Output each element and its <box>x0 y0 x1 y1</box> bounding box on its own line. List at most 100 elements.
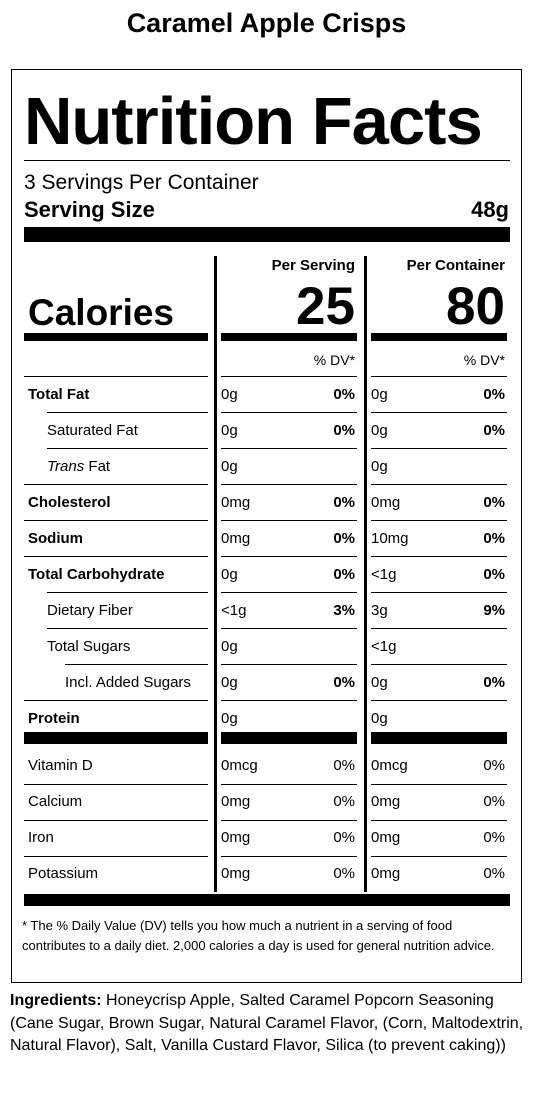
calories-rule-name <box>24 333 208 341</box>
row-divider <box>221 700 357 701</box>
row-divider <box>221 484 357 485</box>
row-divider <box>371 592 507 593</box>
container-amount: <1g <box>371 566 397 583</box>
container-amount: 0g <box>371 710 388 727</box>
row-divider <box>221 592 357 593</box>
container-amount: 0g <box>371 458 388 475</box>
vitamin-serving-dv: 0% <box>333 757 355 774</box>
row-divider <box>24 820 208 821</box>
container-amount: 0mg <box>371 494 401 511</box>
container-amount: 3g <box>371 602 388 619</box>
nutrient-name: Trans Fat <box>47 459 110 474</box>
row-divider <box>371 520 507 521</box>
vitamin-serving-amount: 0mcg <box>221 757 258 774</box>
ingredients-label: Ingredients: <box>10 992 102 1009</box>
container-dv: 0% <box>483 386 505 403</box>
nutrient-name: Total Carbohydrate <box>28 566 165 583</box>
row-divider <box>371 664 507 665</box>
nutrient-name: Saturated Fat <box>47 422 138 439</box>
footnote-rule <box>24 894 510 906</box>
nutrient-name: Protein <box>28 710 80 727</box>
row-divider <box>221 856 357 857</box>
vitamin-name: Vitamin D <box>28 757 93 774</box>
container-dv: 0% <box>483 494 505 511</box>
ingredients-text: Honeycrisp Apple, Salted Caramel Popcorn… <box>10 992 524 1054</box>
row-divider <box>24 856 208 857</box>
nutrient-name: Sodium <box>28 530 83 547</box>
row-divider <box>371 376 507 377</box>
vitamin-container-dv: 0% <box>483 865 505 882</box>
row-divider <box>371 448 507 449</box>
row-divider <box>221 784 357 785</box>
row-divider <box>221 820 357 821</box>
serving-amount: 0g <box>221 674 238 691</box>
row-divider <box>24 784 208 785</box>
serving-amount: <1g <box>221 602 247 619</box>
row-divider <box>371 856 507 857</box>
row-divider <box>221 448 357 449</box>
row-divider <box>371 412 507 413</box>
row-divider <box>47 412 208 413</box>
vitamin-rule-serving <box>221 732 357 744</box>
row-divider <box>371 820 507 821</box>
serving-dv: 0% <box>333 530 355 547</box>
column-header-per-container: Per Container <box>406 257 505 274</box>
container-dv: 0% <box>483 530 505 547</box>
container-amount: <1g <box>371 638 397 655</box>
nutrient-name: Total Fat <box>28 386 90 403</box>
vitamin-name: Iron <box>28 829 54 846</box>
row-divider <box>24 520 208 521</box>
vitamin-container-amount: 0mcg <box>371 757 408 774</box>
vitamin-serving-dv: 0% <box>333 793 355 810</box>
vitamin-serving-dv: 0% <box>333 829 355 846</box>
nutrient-name-rest: Fat <box>84 458 111 475</box>
container-dv: 9% <box>483 602 505 619</box>
serving-dv: 3% <box>333 602 355 619</box>
column-divider-serving <box>214 256 217 892</box>
vitamin-container-amount: 0mg <box>371 793 401 810</box>
row-divider <box>371 784 507 785</box>
row-divider <box>221 412 357 413</box>
vitamin-container-dv: 0% <box>483 793 505 810</box>
row-divider <box>65 664 208 665</box>
calories-per-container: 80 <box>446 277 505 336</box>
serving-amount: 0g <box>221 386 238 403</box>
vitamin-rule-container <box>371 732 507 744</box>
vitamin-name: Potassium <box>28 865 99 882</box>
serving-amount: 0g <box>221 638 238 655</box>
serving-amount: 0g <box>221 422 238 439</box>
serving-size-rule <box>24 227 510 242</box>
nutrient-name-italic: Trans <box>47 458 85 475</box>
container-amount: 0g <box>371 674 388 691</box>
vitamin-rule-name <box>24 732 208 744</box>
serving-dv: 0% <box>333 386 355 403</box>
serving-amount: 0mg <box>221 494 251 511</box>
calories-label: Calories <box>28 292 175 333</box>
product-title: Caramel Apple Crisps <box>126 8 407 38</box>
column-divider-container <box>364 256 367 892</box>
nutrient-name: Dietary Fiber <box>47 602 133 619</box>
vitamin-serving-amount: 0mg <box>221 865 251 882</box>
row-divider <box>24 484 208 485</box>
daily-value-footnote: * The % Daily Value (DV) tells you how m… <box>22 918 495 953</box>
nutrient-name: Cholesterol <box>28 494 111 511</box>
dv-header-container: % DV* <box>463 352 505 368</box>
serving-amount: 0g <box>221 458 238 475</box>
container-dv: 0% <box>483 566 505 583</box>
nutrient-name: Incl. Added Sugars <box>65 674 191 691</box>
heading-divider <box>24 160 510 161</box>
container-amount: 0g <box>371 386 388 403</box>
row-divider <box>371 628 507 629</box>
container-amount: 0g <box>371 422 388 439</box>
vitamin-serving-amount: 0mg <box>221 829 251 846</box>
row-divider <box>371 556 507 557</box>
row-divider <box>371 700 507 701</box>
vitamin-container-dv: 0% <box>483 829 505 846</box>
serving-amount: 0g <box>221 710 238 727</box>
row-divider <box>221 556 357 557</box>
row-divider <box>221 520 357 521</box>
row-divider <box>24 376 208 377</box>
column-header-per-serving: Per Serving <box>271 257 355 274</box>
container-amount: 10mg <box>371 530 409 547</box>
vitamin-container-amount: 0mg <box>371 865 401 882</box>
